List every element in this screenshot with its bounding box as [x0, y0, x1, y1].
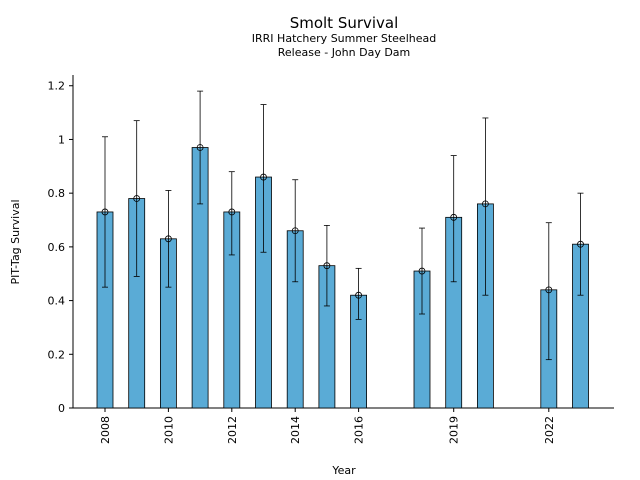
- chart-title: Smolt Survival: [290, 14, 399, 32]
- data-point-marker: [323, 262, 331, 270]
- bars: [96, 147, 589, 409]
- y-ticks: 0 0.2 0.4 0.6 0.8 1 1.2: [48, 80, 73, 415]
- y-tick-label: 0.2: [48, 348, 66, 361]
- x-tick-label: 2016: [353, 416, 366, 444]
- data-point-marker: [291, 227, 299, 235]
- data-point-marker: [418, 267, 426, 275]
- x-axis-label: Year: [331, 464, 356, 477]
- y-tick-label: 1.2: [48, 80, 66, 93]
- data-point-marker: [450, 213, 458, 221]
- y-axis-label: PIT-Tag Survival: [9, 199, 22, 284]
- x-tick-label: 2010: [162, 416, 175, 444]
- x-tick-label: 2012: [226, 416, 239, 444]
- data-point-marker: [355, 291, 363, 299]
- y-tick-label: 1: [58, 133, 65, 146]
- error-bars: [101, 90, 584, 361]
- data-point-marker: [196, 144, 204, 151]
- x-tick-label: 2019: [448, 416, 461, 444]
- chart-subtitle-line-2: Release - John Day Dam: [278, 46, 411, 59]
- chart-subtitle-line-1: IRRI Hatchery Summer Steelhead: [252, 32, 436, 45]
- y-tick-label: 0.8: [48, 187, 66, 200]
- y-tick-label: 0.4: [48, 295, 66, 308]
- y-tick-label: 0.6: [48, 241, 66, 254]
- data-point-marker: [545, 286, 553, 294]
- data-point-marker: [101, 208, 109, 216]
- data-point-marker: [260, 173, 267, 181]
- data-point-marker: [228, 208, 236, 216]
- data-point-marker: [481, 200, 489, 208]
- x-ticks: 2008 2010 2012 2014 2016 2019 2022: [99, 408, 556, 444]
- y-tick-label: 0: [58, 402, 65, 415]
- data-point-marker: [164, 235, 172, 243]
- x-tick-label: 2008: [99, 416, 112, 444]
- data-point-marker: [577, 240, 584, 248]
- x-tick-label: 2014: [289, 416, 302, 444]
- data-point-marker: [133, 195, 141, 202]
- x-tick-label: 2022: [543, 416, 556, 444]
